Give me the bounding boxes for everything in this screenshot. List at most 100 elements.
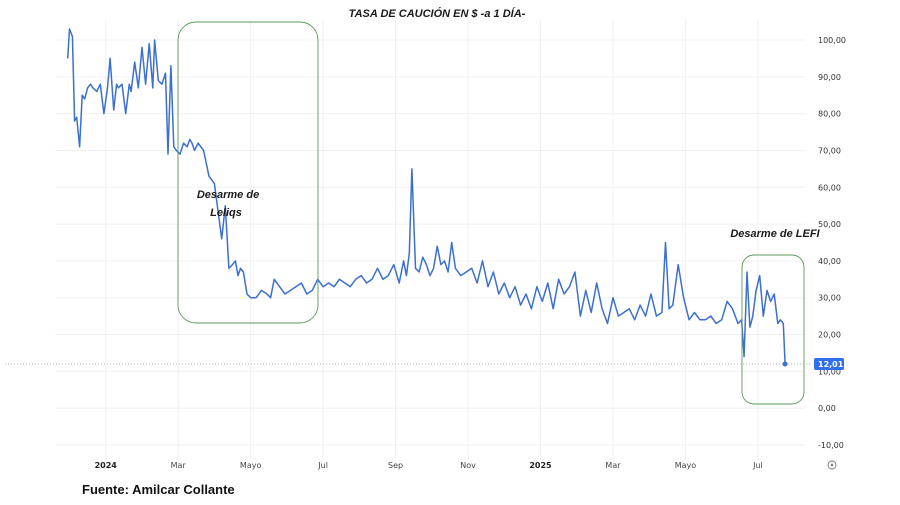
leliqs-annotation-line2: Leliqs: [210, 207, 242, 219]
data-point: [208, 176, 209, 177]
data-point: [323, 286, 324, 287]
data-point: [780, 319, 781, 320]
data-point: [121, 84, 122, 85]
data-point: [92, 87, 93, 88]
x-tick-label: Jul: [317, 461, 328, 470]
data-point: [266, 293, 267, 294]
data-point: [515, 286, 516, 287]
data-point: [295, 286, 296, 287]
data-point: [665, 242, 666, 243]
data-point: [69, 28, 70, 29]
y-tick-label: 50,00: [818, 220, 841, 229]
data-point: [618, 316, 619, 317]
data-point: [221, 238, 222, 239]
x-tick-label: Mar: [605, 461, 621, 470]
chart-title: TASA DE CAUCIÓN EN $ -a 1 DÍA-: [349, 7, 526, 20]
x-tick-label: 2024: [95, 461, 118, 470]
data-point: [129, 84, 130, 85]
data-point: [721, 319, 722, 320]
data-point: [585, 290, 586, 291]
data-point: [448, 271, 449, 272]
x-tick-label: Sep: [388, 461, 403, 470]
data-point: [198, 142, 199, 143]
data-point: [444, 260, 445, 261]
data-point: [116, 84, 117, 85]
data-point: [371, 279, 372, 280]
data-point: [493, 271, 494, 272]
data-point: [634, 319, 635, 320]
data-point: [173, 146, 174, 147]
y-tick-label: 0,00: [818, 404, 836, 413]
y-tick-label: 20,00: [818, 331, 841, 340]
x-axis: 2024 Mar Mayo Jul Sep Nov 2025 Mar Mayo Jul: [95, 461, 763, 470]
data-point: [678, 264, 679, 265]
data-point: [623, 312, 624, 313]
data-point: [650, 293, 651, 294]
x-tick-label: Jul: [752, 461, 763, 470]
data-point: [183, 142, 184, 143]
grid-lines: [55, 20, 805, 460]
data-point: [103, 113, 104, 114]
data-point: [165, 73, 166, 74]
data-point: [749, 327, 750, 328]
data-point: [705, 319, 706, 320]
y-tick-label: 40,00: [818, 257, 841, 266]
data-point: [399, 282, 400, 283]
data-point: [661, 312, 662, 313]
data-point: [531, 308, 532, 309]
data-point: [228, 268, 229, 269]
data-point: [732, 308, 733, 309]
data-point: [602, 308, 603, 309]
data-point: [366, 282, 367, 283]
data-point: [67, 58, 68, 59]
source-credit: Fuente: Amilcar Collante: [82, 482, 235, 497]
data-point: [232, 264, 233, 265]
data-point: [716, 323, 717, 324]
data-point: [246, 293, 247, 294]
data-point: [482, 260, 483, 261]
data-point: [672, 304, 673, 305]
data-point: [149, 43, 150, 44]
data-point: [783, 323, 784, 324]
y-tick-label: -10,00: [818, 441, 844, 450]
data-point: [134, 61, 135, 62]
settings-icon[interactable]: [827, 460, 837, 470]
y-tick-label: 90,00: [818, 73, 841, 82]
data-point: [629, 308, 630, 309]
data-point: [498, 293, 499, 294]
data-point: [669, 308, 670, 309]
y-axis: 100,00 90,00 80,00 70,00 60,00 50,00 40,00 30,0…: [818, 36, 846, 450]
data-point: [607, 323, 608, 324]
data-point: [451, 242, 452, 243]
data-point: [125, 113, 126, 114]
data-point: [737, 323, 738, 324]
data-point: [746, 271, 747, 272]
data-point: [536, 286, 537, 287]
data-point: [187, 146, 188, 147]
data-point: [240, 268, 241, 269]
last-value-badge: [814, 357, 844, 370]
data-point: [727, 301, 728, 302]
data-point: [74, 120, 75, 121]
data-point: [777, 323, 778, 324]
last-value-label: 12,01: [818, 360, 844, 369]
data-point: [306, 293, 307, 294]
data-point: [415, 268, 416, 269]
data-point: [79, 146, 80, 147]
data-point: [84, 98, 85, 99]
y-tick-label: 60,00: [818, 183, 841, 192]
data-point: [158, 80, 159, 81]
data-point: [411, 168, 412, 169]
data-point: [460, 275, 461, 276]
data-point: [279, 286, 280, 287]
data-point: [429, 275, 430, 276]
data-point: [72, 36, 73, 37]
data-point: [437, 246, 438, 247]
y-tick-label: 10,00: [818, 367, 841, 376]
data-point: [76, 117, 77, 118]
data-point: [87, 87, 88, 88]
data-point: [100, 84, 101, 85]
data-point: [141, 47, 142, 48]
data-point: [237, 275, 238, 276]
data-point: [250, 297, 251, 298]
